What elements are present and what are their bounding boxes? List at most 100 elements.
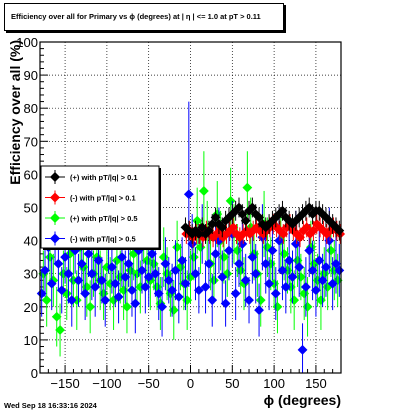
data-point <box>220 298 231 309</box>
data-point <box>300 282 311 292</box>
y-tick-label: 30 <box>24 267 38 282</box>
y-tick-label: 70 <box>24 134 38 149</box>
data-point <box>180 278 191 289</box>
data-point <box>278 229 289 239</box>
data-point <box>308 225 319 236</box>
y-tick-label: 0 <box>31 366 38 381</box>
data-point <box>177 255 188 266</box>
data-point <box>274 235 285 246</box>
data-point <box>295 232 305 243</box>
y-tick-label: 20 <box>24 300 38 315</box>
legend-marker <box>50 233 60 244</box>
data-point <box>311 285 321 296</box>
data-point <box>217 272 228 282</box>
data-point <box>53 258 64 269</box>
legend-label: (+) with pT/|q| > 0.1 <box>70 173 138 182</box>
data-point <box>297 344 308 355</box>
data-point <box>224 245 234 256</box>
data-point <box>41 295 52 306</box>
y-tick-label: 50 <box>24 201 38 216</box>
data-point <box>170 265 181 276</box>
legend <box>40 165 160 249</box>
data-point <box>51 311 62 322</box>
data-point <box>193 285 204 296</box>
data-point <box>150 268 161 279</box>
data-point <box>123 258 134 269</box>
datestamp: Wed Sep 18 16:33:16 2024 <box>4 401 97 410</box>
data-point <box>197 222 208 233</box>
x-axis-label: ϕ (degrees) <box>264 392 341 408</box>
data-point <box>73 275 84 286</box>
data-point <box>140 282 151 292</box>
data-point <box>287 272 298 282</box>
data-point <box>254 212 264 223</box>
data-point <box>321 262 331 272</box>
data-point <box>90 282 101 292</box>
x-tick-label: 150 <box>305 376 327 391</box>
data-point <box>264 278 275 289</box>
x-tick-label: −100 <box>92 376 121 391</box>
y-tick-label: 10 <box>24 333 38 348</box>
y-tick-label: 80 <box>24 101 38 116</box>
data-point <box>240 275 251 286</box>
data-point <box>137 265 147 276</box>
data-point <box>76 258 87 269</box>
data-point <box>86 268 97 279</box>
data-point <box>203 258 214 269</box>
data-point <box>304 245 315 256</box>
data-point <box>284 255 295 266</box>
data-point <box>127 285 137 296</box>
data-point <box>198 186 209 196</box>
data-point <box>190 268 201 279</box>
data-point <box>173 291 184 302</box>
data-point <box>331 258 341 269</box>
data-point <box>294 262 305 272</box>
data-point <box>234 202 244 213</box>
data-point <box>210 248 221 259</box>
data-point <box>254 305 264 316</box>
data-point <box>317 275 328 286</box>
data-point <box>117 252 127 263</box>
y-tick-label: 40 <box>24 234 38 249</box>
data-point <box>143 272 154 282</box>
data-point <box>193 229 204 239</box>
data-point <box>93 255 104 266</box>
data-point <box>36 288 47 299</box>
data-point <box>301 222 312 233</box>
data-point <box>237 209 248 220</box>
data-point <box>270 288 281 299</box>
data-point <box>172 242 183 253</box>
data-point <box>56 285 67 296</box>
data-point <box>304 202 315 213</box>
data-point <box>250 268 261 279</box>
legend-marker <box>50 192 60 203</box>
x-tick-label: −50 <box>138 376 160 391</box>
data-point <box>326 245 336 256</box>
data-point <box>327 278 338 289</box>
data-point <box>247 202 258 213</box>
data-point <box>110 278 121 289</box>
y-axis-label: Efficiency over all (%) <box>7 40 23 185</box>
data-point <box>100 295 111 306</box>
data-point <box>200 282 211 292</box>
plot-frame <box>39 41 342 374</box>
data-point <box>277 205 288 216</box>
y-tick-label: 90 <box>24 68 38 83</box>
title-box: Efficiency over all for Primary vs ϕ (de… <box>4 3 284 31</box>
data-point <box>40 265 50 276</box>
data-point <box>228 222 239 233</box>
data-point <box>217 222 228 233</box>
data-point <box>46 278 57 289</box>
data-point <box>230 288 241 299</box>
data-point <box>106 262 117 272</box>
y-tick-label: 60 <box>24 167 38 182</box>
data-point <box>247 252 258 263</box>
data-point <box>260 258 271 269</box>
data-point <box>55 325 65 335</box>
data-point <box>290 239 301 249</box>
data-point <box>80 288 91 299</box>
data-point <box>210 212 221 223</box>
data-point <box>167 285 178 296</box>
